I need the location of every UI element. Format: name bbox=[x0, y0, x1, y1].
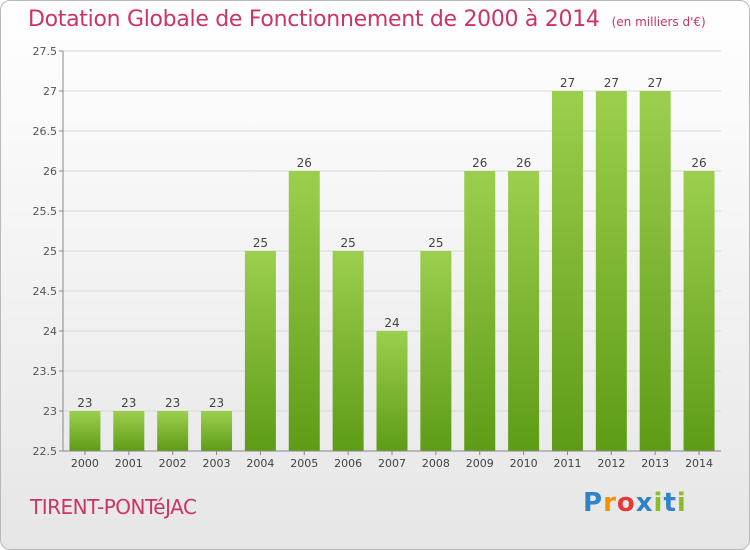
data-label: 23 bbox=[121, 396, 136, 410]
x-tick-label: 2003 bbox=[203, 457, 231, 470]
bar bbox=[201, 411, 233, 451]
y-tick-label: 25 bbox=[43, 245, 57, 258]
data-label: 26 bbox=[297, 156, 312, 170]
bar bbox=[113, 411, 145, 451]
y-tick-label: 26 bbox=[43, 165, 57, 178]
chart-title: Dotation Globale de Fonctionnement de 20… bbox=[28, 7, 706, 32]
x-tick-label: 2000 bbox=[71, 457, 99, 470]
bar bbox=[288, 171, 320, 451]
logo-letter: t bbox=[663, 488, 677, 518]
chart-title-text: Dotation Globale de Fonctionnement de 20… bbox=[28, 7, 600, 32]
x-tick-label: 2009 bbox=[466, 457, 494, 470]
x-tick-label: 2004 bbox=[246, 457, 274, 470]
data-label: 27 bbox=[604, 76, 619, 90]
x-tick-label: 2007 bbox=[378, 457, 406, 470]
bars: 23 23 23 23 25 26 25 24 25 26 26 27 27 27 26 bbox=[69, 76, 715, 451]
data-label: 25 bbox=[428, 236, 443, 250]
data-label: 26 bbox=[691, 156, 706, 170]
data-label: 27 bbox=[560, 76, 575, 90]
bar bbox=[157, 411, 189, 451]
bar bbox=[244, 251, 276, 451]
bar bbox=[332, 251, 364, 451]
bar bbox=[376, 331, 408, 451]
x-tick-label: 2008 bbox=[422, 457, 450, 470]
bar bbox=[595, 91, 627, 451]
y-tick-label: 26.5 bbox=[33, 125, 58, 138]
x-tick-label: 2006 bbox=[334, 457, 362, 470]
bar bbox=[551, 91, 583, 451]
bar bbox=[683, 171, 715, 451]
commune-name: TIRENT-PONTéJAC bbox=[30, 495, 197, 519]
data-label: 23 bbox=[165, 396, 180, 410]
x-tick-label: 2013 bbox=[641, 457, 669, 470]
y-tick-label: 22.5 bbox=[33, 445, 58, 458]
logo-letter: r bbox=[603, 488, 617, 518]
y-tick-label: 27.5 bbox=[33, 45, 58, 58]
logo-letter: P bbox=[583, 488, 604, 518]
data-label: 23 bbox=[209, 396, 224, 410]
proxiti-logo[interactable]: Proxiti bbox=[583, 488, 687, 518]
logo-letter: i bbox=[653, 488, 664, 518]
logo-letter: x bbox=[635, 488, 654, 518]
data-label: 23 bbox=[77, 396, 92, 410]
bar bbox=[464, 171, 496, 451]
logo-letter: i bbox=[676, 488, 687, 518]
x-tick-label: 2010 bbox=[510, 457, 538, 470]
x-tick-label: 2005 bbox=[290, 457, 318, 470]
data-label: 26 bbox=[516, 156, 531, 170]
bar bbox=[639, 91, 671, 451]
x-axis: 2000 2001 2002 2003 2004 2005 2006 2007 2008 2009… bbox=[63, 450, 721, 470]
y-tick-label: 23.5 bbox=[33, 365, 58, 378]
logo-letter: o bbox=[616, 488, 636, 518]
data-label: 25 bbox=[253, 236, 268, 250]
x-tick-label: 2011 bbox=[553, 457, 581, 470]
y-axis: 22.5 23 23.5 24 24.5 25 25.5 26 26.5 27 27.5 bbox=[33, 45, 64, 458]
chart-unit: (en milliers d'€) bbox=[611, 15, 706, 29]
x-tick-label: 2012 bbox=[597, 457, 625, 470]
data-label: 24 bbox=[384, 316, 399, 330]
x-tick-label: 2001 bbox=[115, 457, 143, 470]
bar bbox=[69, 411, 101, 451]
x-tick-label: 2014 bbox=[685, 457, 713, 470]
y-tick-label: 27 bbox=[43, 85, 57, 98]
y-tick-label: 23 bbox=[43, 405, 57, 418]
y-tick-label: 25.5 bbox=[33, 205, 58, 218]
bar bbox=[420, 251, 452, 451]
x-tick-label: 2002 bbox=[159, 457, 187, 470]
data-label: 25 bbox=[340, 236, 355, 250]
bar bbox=[508, 171, 540, 451]
y-tick-label: 24 bbox=[43, 325, 57, 338]
data-label: 27 bbox=[648, 76, 663, 90]
data-label: 26 bbox=[472, 156, 487, 170]
y-tick-label: 24.5 bbox=[33, 285, 58, 298]
